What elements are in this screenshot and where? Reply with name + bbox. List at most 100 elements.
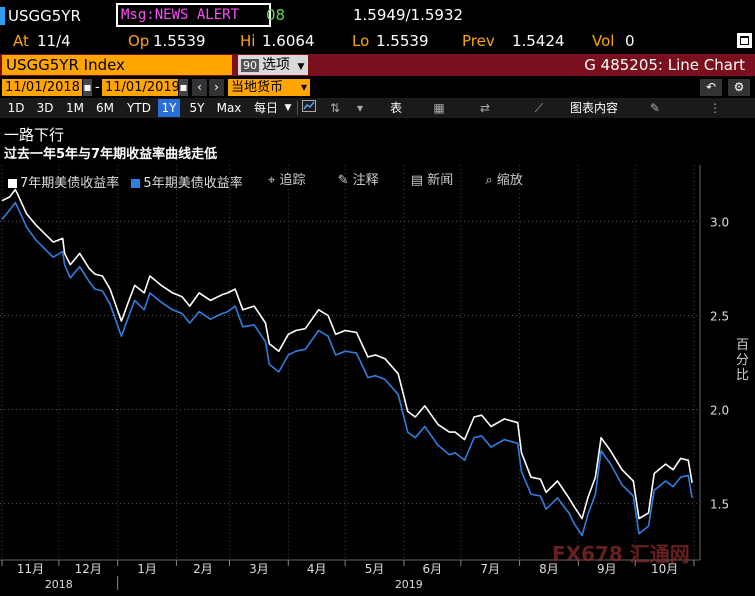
period-1m[interactable]: 1M bbox=[66, 101, 84, 115]
options-number: 90 bbox=[241, 59, 259, 72]
y-axis-title: 百分比 bbox=[736, 338, 750, 383]
chart-legend: 7年期美债收益率 5年期美债收益率 bbox=[8, 172, 243, 191]
x-tick-label: 10月 bbox=[651, 562, 678, 576]
legend-swatch-5y bbox=[131, 179, 141, 188]
track-label: 追踪 bbox=[279, 173, 306, 188]
bid-ask: 1.5949/1.5932 bbox=[353, 6, 464, 24]
interval-dropdown-icon[interactable]: ▼ bbox=[284, 103, 292, 113]
chevron-down-icon: ▼ bbox=[297, 62, 305, 72]
headline-subtitle: 过去一年5年与7年期收益率曲线走低 bbox=[4, 147, 218, 162]
period-6m[interactable]: 6M bbox=[96, 101, 114, 115]
period-5y[interactable]: 5Y bbox=[189, 101, 205, 115]
security-field[interactable]: USGG5YR Index bbox=[2, 55, 232, 75]
open-label: Op bbox=[128, 32, 150, 50]
period-1d[interactable]: 1D bbox=[7, 101, 25, 115]
ticker-marker bbox=[0, 7, 5, 25]
zoom-label: 缩放 bbox=[496, 173, 523, 188]
y-tick-label: 2.5 bbox=[710, 309, 729, 323]
headline-title: 一路下行 bbox=[4, 126, 65, 144]
series-line-7y bbox=[1, 188, 693, 520]
alert-tail-text: 08 bbox=[266, 6, 286, 24]
undo-icon[interactable]: ↶ bbox=[700, 79, 722, 96]
x-tick-label: 8月 bbox=[539, 562, 559, 576]
period-3d[interactable]: 3D bbox=[36, 101, 54, 115]
x-tick-label: 7月 bbox=[480, 562, 500, 576]
vol-label: Vol bbox=[592, 32, 615, 50]
date-dash: - bbox=[95, 80, 100, 95]
x-tick-label: 1月 bbox=[137, 562, 157, 576]
track-tool[interactable]: ⌖ 追踪 bbox=[268, 173, 306, 188]
next-period-icon[interactable]: › bbox=[209, 79, 224, 96]
y-tick-label: 1.5 bbox=[710, 498, 729, 512]
settings-icon[interactable]: ⚙ bbox=[728, 79, 750, 96]
x-tick-label: 6月 bbox=[423, 562, 443, 576]
legend-swatch-7y bbox=[8, 179, 17, 188]
news-label: 新闻 bbox=[427, 173, 454, 188]
start-date-field[interactable]: 11/01/2018 bbox=[2, 79, 82, 96]
low-label: Lo bbox=[352, 32, 370, 50]
prev-value: 1.5424 bbox=[512, 32, 565, 50]
quote-stats: At 11/4 Op 1.5539 Hi 1.6064 Lo 1.5539 Pr… bbox=[0, 30, 755, 54]
compare-icon[interactable]: ⇄ bbox=[479, 101, 491, 115]
ticker-label: USGG5YR bbox=[8, 7, 81, 25]
grid-icon[interactable]: ▦ bbox=[433, 101, 445, 115]
more-icon[interactable]: ⋮ bbox=[709, 101, 721, 115]
currency-dropdown-icon[interactable]: ▾ bbox=[298, 79, 310, 96]
high-value: 1.6064 bbox=[262, 32, 315, 50]
zoom-tool[interactable]: ⌕ 缩放 bbox=[485, 173, 523, 188]
edit-icon[interactable]: ✎ bbox=[649, 101, 661, 115]
x-tick-label: 3月 bbox=[249, 562, 269, 576]
at-value: 11/4 bbox=[37, 32, 71, 50]
legend-label-5y: 5年期美债收益率 bbox=[143, 176, 243, 191]
bar-chart-icon[interactable]: ⇅ bbox=[329, 101, 341, 115]
y-tick-label: 3.0 bbox=[710, 215, 729, 229]
chart-title: G 485205: Line Chart bbox=[584, 56, 745, 74]
x-tick-label: 4月 bbox=[307, 562, 327, 576]
chart-type-dropdown-icon[interactable]: ▾ bbox=[356, 101, 364, 115]
year-label: 2018 bbox=[45, 578, 73, 591]
news-alert-box[interactable]: Msg:NEWS ALERT bbox=[116, 3, 271, 27]
interval-select[interactable]: 每日 bbox=[253, 101, 278, 115]
vol-value: 0 bbox=[625, 32, 635, 50]
annotate-tool[interactable]: ✎ 注释 bbox=[337, 173, 379, 188]
period-max[interactable]: Max bbox=[216, 101, 242, 115]
divider bbox=[297, 101, 298, 115]
period-1y[interactable]: 1Y bbox=[158, 99, 180, 117]
low-value: 1.5539 bbox=[376, 32, 429, 50]
security-bar: USGG5YR Index 90 选项 ▼ G 485205: Line Char… bbox=[0, 54, 755, 76]
options-button[interactable]: 90 选项 ▼ bbox=[238, 55, 308, 75]
ticker-field[interactable]: USGG5YR bbox=[0, 5, 87, 27]
year-label: 2019 bbox=[395, 578, 423, 591]
y-tick-label: 2.0 bbox=[710, 404, 729, 418]
chart-tools: ⌖ 追踪 ✎ 注释 ▤ 新闻 ⌕ 缩放 bbox=[268, 169, 551, 188]
legend-label-7y: 7年期美债收益率 bbox=[20, 176, 120, 191]
watermark: FX678 汇通网 bbox=[552, 542, 690, 566]
period-bar: 1D 3D 1M 6M YTD 1Y 5Y Max 每日 ▼ ⇅ ▾ 表 ▦ ⇄… bbox=[0, 98, 755, 118]
yield-line-chart[interactable]: 3.0 2.5 2.0 1.5 11月 12月 1月 2月 3月 4月 5月 6月 7月 8月 9月 10月 2… bbox=[0, 165, 755, 596]
prev-period-icon[interactable]: ‹ bbox=[192, 79, 207, 96]
maximize-icon[interactable] bbox=[737, 33, 752, 48]
line-chart-icon[interactable] bbox=[300, 99, 318, 117]
at-label: At bbox=[13, 32, 29, 50]
x-tick-label: 5月 bbox=[365, 562, 385, 576]
news-tool[interactable]: ▤ 新闻 bbox=[410, 173, 454, 188]
end-calendar-icon[interactable]: ▪ bbox=[179, 79, 188, 96]
table-button[interactable]: 表 bbox=[389, 101, 402, 115]
indicator-icon[interactable]: ⟋ bbox=[534, 101, 544, 115]
x-tick-label: 9月 bbox=[597, 562, 617, 576]
date-bar: 11/01/2018 ▪ - 11/01/2019 ▪ ‹ › 当地货币 ▾ ↶… bbox=[0, 78, 755, 98]
high-label: Hi bbox=[240, 32, 256, 50]
currency-field[interactable]: 当地货币 bbox=[228, 79, 298, 96]
quote-header: USGG5YR Msg:NEWS ALERT 08 1.5949/1.5932 bbox=[0, 0, 755, 30]
open-value: 1.5539 bbox=[153, 32, 206, 50]
period-ytd[interactable]: YTD bbox=[127, 101, 151, 115]
prev-label: Prev bbox=[462, 32, 495, 50]
end-date-field[interactable]: 11/01/2019 bbox=[102, 79, 180, 96]
chart-content-button[interactable]: 图表内容 bbox=[569, 101, 618, 115]
options-label: 选项 bbox=[262, 57, 290, 73]
x-tick-label: 11月 bbox=[17, 562, 44, 576]
x-tick-label: 2月 bbox=[193, 562, 213, 576]
start-calendar-icon[interactable]: ▪ bbox=[83, 79, 92, 96]
series-line-5y bbox=[1, 201, 693, 537]
annotate-label: 注释 bbox=[352, 173, 379, 188]
